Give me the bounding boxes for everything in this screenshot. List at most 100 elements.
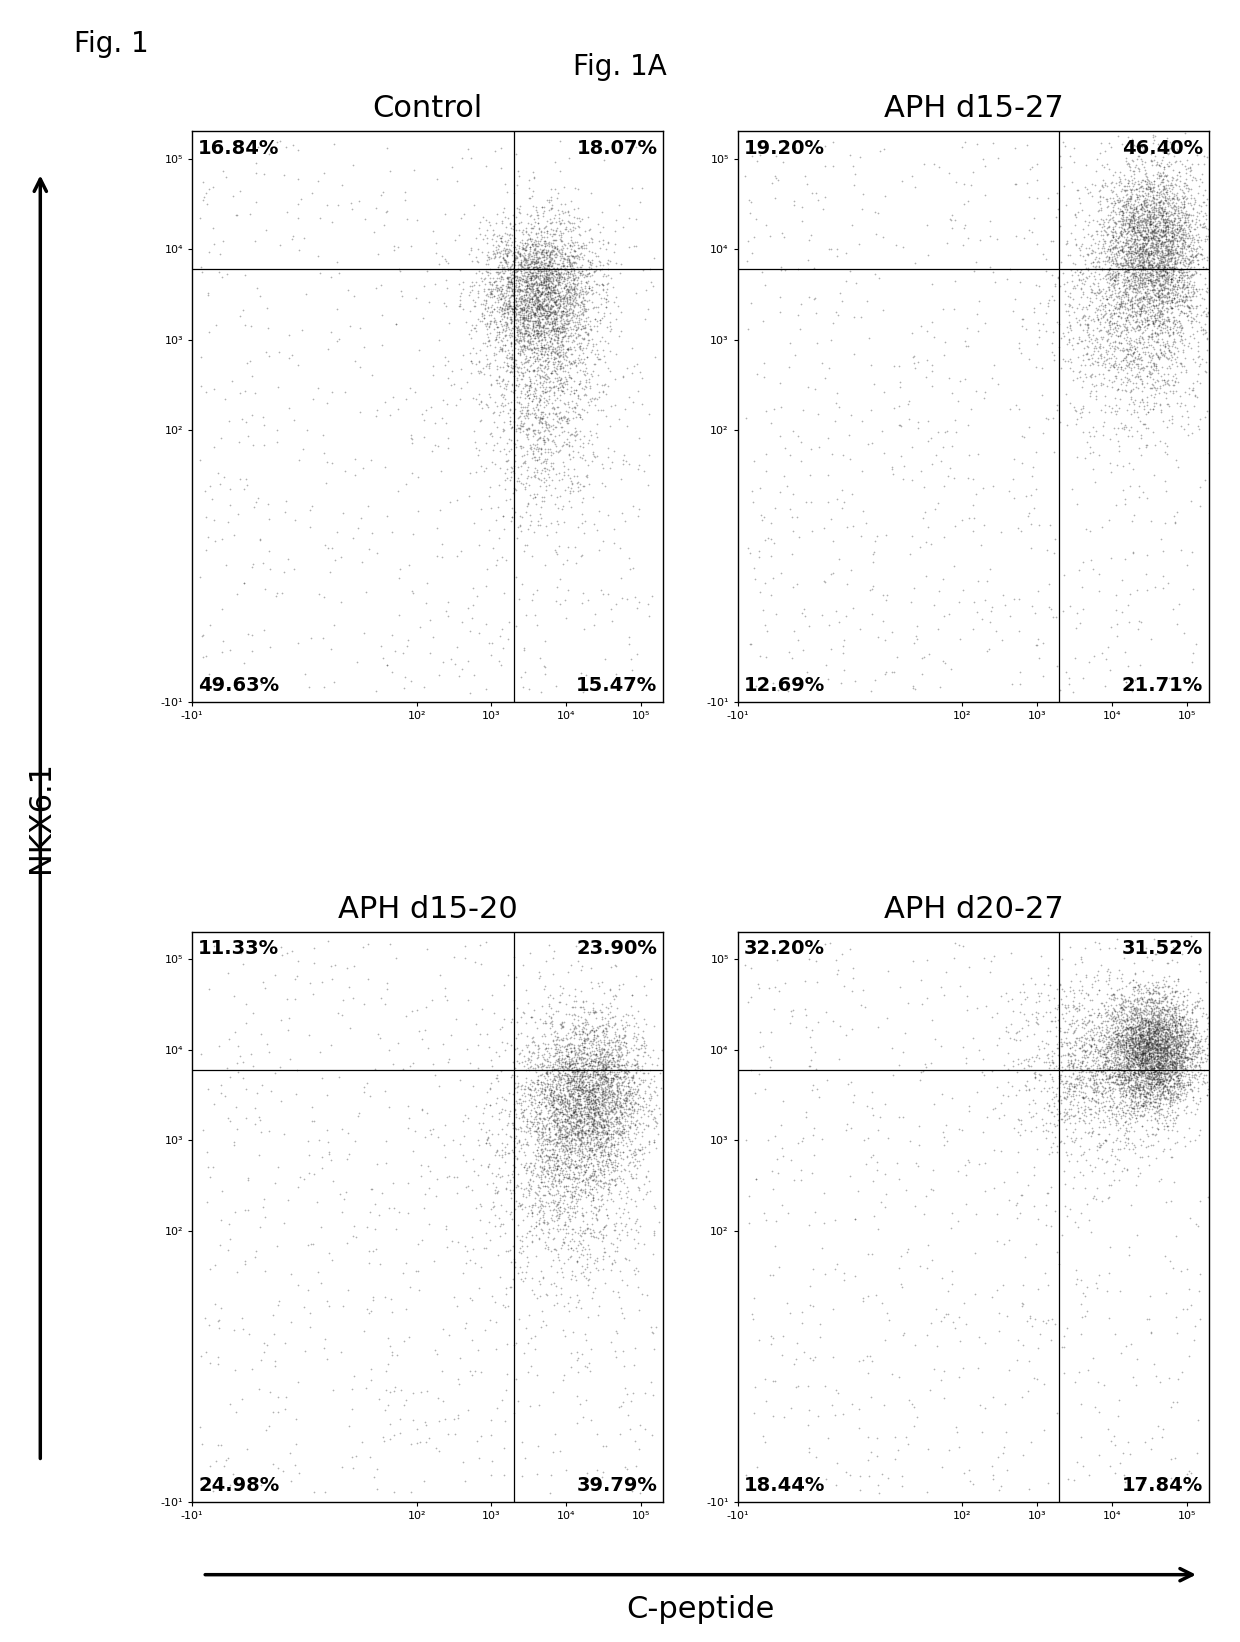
Point [1110, 300, 1130, 327]
Point [556, 315, 575, 342]
Point [1152, 525, 1172, 552]
Point [518, 263, 538, 289]
Point [538, 294, 558, 320]
Point [1112, 1080, 1132, 1107]
Point [546, 256, 565, 282]
Point [1164, 273, 1184, 299]
Point [534, 358, 554, 384]
Point [521, 202, 541, 228]
Point [526, 302, 546, 328]
Point [1047, 1100, 1066, 1126]
Point [537, 1210, 557, 1236]
Point [591, 1092, 611, 1118]
Point [560, 1025, 580, 1051]
Point [517, 1034, 537, 1061]
Point [1097, 222, 1117, 248]
Point [1145, 1053, 1164, 1079]
Point [1131, 1007, 1151, 1033]
Point [516, 335, 536, 361]
Point [532, 351, 552, 378]
Point [497, 1030, 517, 1056]
Point [541, 282, 560, 309]
Point [1146, 1002, 1166, 1028]
Point [528, 438, 548, 465]
Point [1136, 240, 1156, 266]
Point [541, 287, 560, 314]
Point [605, 1092, 625, 1118]
Point [487, 253, 507, 279]
Point [1143, 292, 1163, 319]
Point [542, 282, 562, 309]
Point [1066, 1082, 1086, 1108]
Point [554, 274, 574, 300]
Point [1148, 1097, 1168, 1123]
Point [539, 274, 559, 300]
Point [1112, 202, 1132, 228]
Point [1154, 1082, 1174, 1108]
Point [1132, 1026, 1152, 1053]
Point [944, 465, 963, 491]
Point [1092, 167, 1112, 194]
Point [1177, 1043, 1197, 1069]
Point [1131, 296, 1151, 322]
Point [564, 281, 584, 307]
Point [1141, 1059, 1161, 1085]
Point [529, 389, 549, 415]
Point [1127, 276, 1147, 302]
Point [773, 1192, 792, 1218]
Point [578, 1051, 598, 1077]
Point [1161, 1064, 1180, 1090]
Point [460, 1286, 480, 1312]
Point [1157, 268, 1177, 294]
Point [553, 1049, 573, 1076]
Point [1161, 1023, 1180, 1049]
Point [538, 992, 558, 1018]
Point [1120, 186, 1140, 212]
Point [1141, 238, 1161, 264]
Point [505, 1056, 525, 1082]
Point [476, 353, 496, 379]
Point [598, 251, 618, 277]
Point [1151, 1049, 1171, 1076]
Point [494, 417, 513, 443]
Point [1138, 1007, 1158, 1033]
Point [1087, 1071, 1107, 1097]
Point [507, 282, 527, 309]
Point [490, 253, 510, 279]
Point [574, 296, 594, 322]
Point [536, 274, 556, 300]
Point [1146, 1023, 1166, 1049]
Point [1162, 1025, 1182, 1051]
Point [490, 455, 510, 481]
Point [584, 998, 604, 1025]
Point [495, 1220, 515, 1246]
Point [626, 1059, 646, 1085]
Point [558, 310, 578, 337]
Point [991, 1138, 1011, 1164]
Point [563, 1010, 583, 1036]
Point [1109, 284, 1128, 310]
Point [553, 248, 573, 274]
Point [538, 317, 558, 343]
Point [1133, 1076, 1153, 1102]
Point [1118, 1071, 1138, 1097]
Point [595, 1076, 615, 1102]
Point [563, 264, 583, 291]
Point [1085, 279, 1105, 305]
Point [560, 232, 580, 258]
Point [588, 1135, 608, 1161]
Point [480, 1092, 500, 1118]
Point [570, 1126, 590, 1153]
Point [1174, 284, 1194, 310]
Point [505, 1095, 525, 1121]
Point [565, 1204, 585, 1230]
Point [520, 323, 539, 350]
Point [1143, 309, 1163, 335]
Point [1087, 1057, 1107, 1084]
Point [568, 1107, 588, 1133]
Point [1166, 977, 1185, 1003]
Point [532, 277, 552, 304]
Point [448, 1366, 467, 1392]
Point [1109, 350, 1128, 376]
Point [527, 322, 547, 348]
